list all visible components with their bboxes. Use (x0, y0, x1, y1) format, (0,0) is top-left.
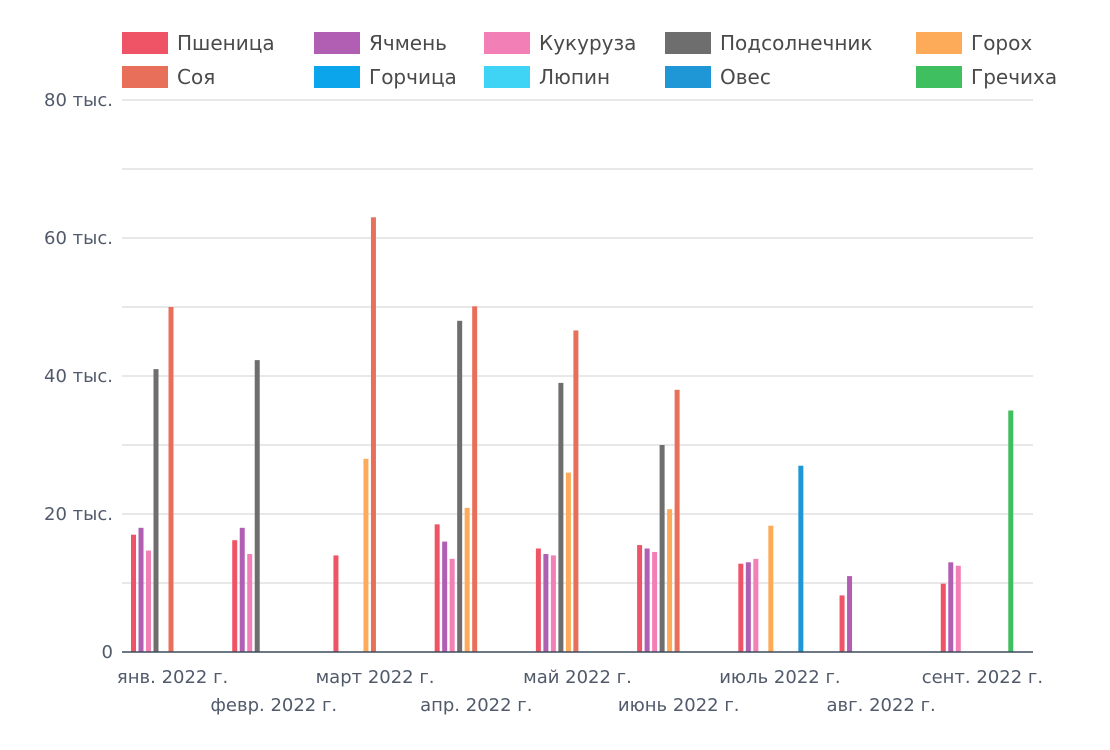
bar (131, 534, 136, 652)
bar (955, 565, 961, 652)
x-tick-label: март 2022 г. (316, 667, 435, 688)
legend-label: Кукуруза (539, 31, 636, 55)
bar (768, 525, 774, 652)
legend-label: Люпин (539, 65, 610, 89)
legend-label: Пшеница (177, 31, 275, 55)
bar (798, 465, 804, 652)
y-tick-label: 0 (102, 642, 113, 663)
legend-label: Горчица (369, 65, 457, 89)
bar (464, 507, 470, 652)
legend-item: Люпин (484, 65, 610, 89)
bar (652, 551, 658, 652)
bar (543, 554, 549, 652)
bar (370, 217, 376, 653)
bar (644, 548, 650, 652)
x-tick-label: май 2022 г. (523, 667, 632, 688)
bar (247, 554, 253, 652)
legend-swatch (122, 32, 168, 54)
bar (745, 562, 751, 652)
bar (573, 330, 579, 652)
legend-swatch (122, 66, 168, 88)
legend-item: Соя (122, 65, 215, 89)
y-tick-label: 60 тыс. (44, 228, 113, 249)
bar (232, 540, 238, 652)
x-axis: янв. 2022 г. февр. 2022 г. март 2022 г. апр… (117, 667, 1043, 716)
bar (667, 509, 673, 652)
x-tick-label: апр. 2022 г. (420, 695, 532, 716)
bar (146, 550, 151, 652)
bar (254, 360, 260, 652)
y-tick-label: 20 тыс. (44, 504, 113, 525)
bars (131, 217, 1014, 653)
bar (457, 320, 463, 652)
bar (674, 389, 680, 652)
legend-label: Подсолнечник (720, 31, 872, 55)
legend-swatch (314, 66, 360, 88)
bar (153, 369, 159, 652)
legend-item: Овес (665, 65, 771, 89)
legend-item: Пшеница (122, 31, 275, 55)
legend-swatch (665, 32, 711, 54)
bar (434, 524, 440, 652)
legend-item: Ячмень (314, 31, 447, 55)
x-tick-label: июнь 2022 г. (618, 695, 740, 716)
bar (550, 555, 556, 652)
bar (637, 545, 643, 652)
bar (333, 555, 339, 652)
legend-swatch (916, 32, 962, 54)
bar (239, 527, 245, 652)
bar (948, 562, 954, 652)
bar (565, 472, 571, 652)
legend-label: Гречиха (971, 65, 1057, 89)
legend-swatch (484, 66, 530, 88)
x-tick-label: февр. 2022 г. (211, 695, 338, 716)
y-tick-label: 80 тыс. (44, 90, 113, 111)
bar (535, 548, 541, 652)
x-tick-label: янв. 2022 г. (117, 667, 228, 688)
bar (738, 563, 744, 652)
bar (168, 307, 174, 652)
bar (363, 458, 369, 652)
bar (1008, 410, 1014, 652)
y-axis: 0 20 тыс. 40 тыс. 60 тыс. 80 тыс. (44, 90, 113, 663)
legend-swatch (916, 66, 962, 88)
legend-item: Гречиха (916, 65, 1057, 89)
bar (138, 527, 144, 652)
bar (753, 558, 759, 652)
x-tick-label: июль 2022 г. (719, 667, 840, 688)
legend-item: Горох (916, 31, 1032, 55)
legend-item: Горчица (314, 65, 457, 89)
legend-label: Ячмень (369, 31, 447, 55)
legend-swatch (484, 32, 530, 54)
legend: Пшеница Ячмень Кукуруза Подсолнечник Горох Со… (122, 31, 1057, 89)
legend-item: Кукуруза (484, 31, 636, 55)
x-tick-label: сент. 2022 г. (922, 667, 1043, 688)
bar (558, 382, 564, 652)
legend-label: Горох (971, 31, 1032, 55)
legend-swatch (314, 32, 360, 54)
bar (659, 445, 665, 652)
legend-swatch (665, 66, 711, 88)
bar (839, 595, 845, 652)
bar (442, 541, 448, 652)
x-tick-label: авг. 2022 г. (827, 695, 936, 716)
legend-label: Соя (177, 65, 215, 89)
bar (940, 583, 946, 652)
legend-label: Овес (720, 65, 771, 89)
bar (847, 576, 853, 652)
y-tick-label: 40 тыс. (44, 366, 113, 387)
bar (472, 306, 478, 652)
legend-item: Подсолнечник (665, 31, 872, 55)
bar (449, 558, 455, 652)
